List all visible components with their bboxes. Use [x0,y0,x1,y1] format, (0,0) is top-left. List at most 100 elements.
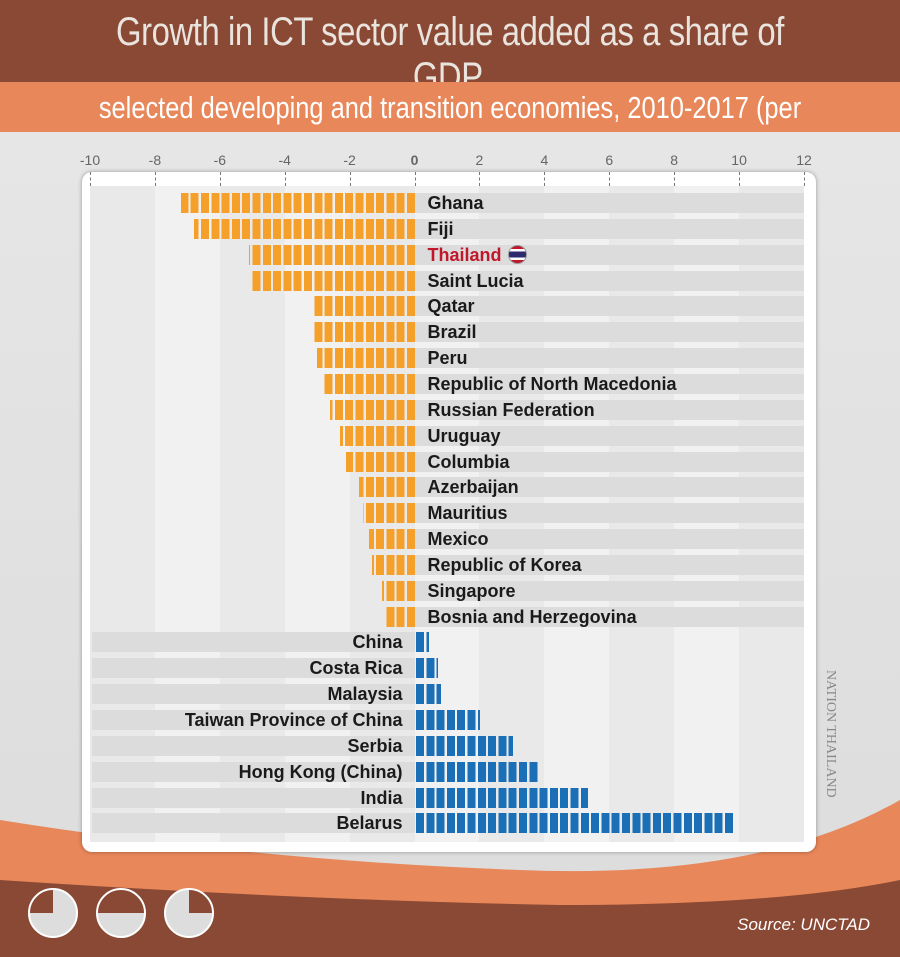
bar [180,193,415,213]
category-label: India [360,787,403,808]
row-band [414,373,804,394]
category-label: Saint Lucia [427,270,524,291]
bar [415,761,539,782]
x-tick [154,172,156,186]
category-label: Serbia [347,735,403,756]
category-label: Russian Federation [427,399,595,420]
row-band [414,193,804,213]
bar [382,580,415,601]
bar [313,296,415,317]
x-tick [544,172,546,186]
row-band [414,554,804,575]
category-label: Bosnia and Herzegovina [427,606,637,627]
bar [415,735,513,756]
x-tick [414,172,416,186]
category-label: Hong Kong (China) [238,761,403,782]
x-tick [609,172,611,186]
category-label: Brazil [427,322,477,343]
grid-band [219,186,285,842]
quarter-circle-icon [28,888,78,938]
thailand-flag-icon [507,244,527,264]
row-band [92,787,415,808]
bar [415,813,734,834]
row-band [414,606,804,627]
bar [323,373,415,394]
row-band [414,399,804,420]
x-tick-label: -2 [343,152,356,168]
row-band [414,322,804,343]
subtitle-band [0,82,900,132]
x-tick-label: 10 [731,152,747,168]
bar [415,787,588,808]
category-label: Uruguay [427,425,501,446]
bar [313,322,415,343]
category-label: Republic of Korea [427,554,582,575]
row-band [414,477,804,498]
x-tick-label: -4 [278,152,291,168]
x-tick [284,172,286,186]
category-label: Columbia [427,451,510,472]
chart-title: Growth in ICT sector value added as a sh… [116,10,784,99]
category-label: Qatar [427,296,475,317]
row-band [92,684,415,705]
x-tick [674,172,676,186]
row-band [414,503,804,524]
category-label: Malaysia [327,684,403,705]
x-tick-label: 8 [670,152,679,168]
x-tick-label: -8 [148,152,162,168]
grid-band [154,186,220,842]
bar [359,477,415,498]
bar [385,606,415,627]
bar [252,270,415,291]
x-tick [219,172,221,186]
watermark: NATION THAILAND [823,670,838,798]
category-label: Azerbaijan [427,477,519,498]
grid-band [90,186,155,842]
grid-band [284,186,350,842]
category-label: Taiwan Province of China [184,710,403,730]
category-label: Singapore [427,580,516,601]
x-tick-label: 2 [475,152,484,168]
bar [346,451,415,472]
row-band [414,296,804,317]
row-band [414,529,804,550]
bar [339,425,415,446]
category-label: Mauritius [427,503,508,524]
header-bar: Growth in ICT sector value added as a sh… [0,0,900,99]
x-tick-label: -6 [213,152,227,168]
row-band [414,218,804,239]
bar [362,503,415,524]
bar [369,529,415,550]
bar [249,244,415,265]
three-quarter-circle-icon [164,888,214,938]
x-tick-label: 0 [410,152,419,168]
row-band [414,580,804,601]
x-tick-label: 4 [540,152,549,168]
row-band [92,813,415,834]
category-label: Costa Rica [309,658,403,679]
row-band [414,425,804,446]
row-band [414,348,804,369]
x-tick [479,172,481,186]
category-label: Ghana [427,193,484,213]
x-tick [804,172,805,186]
bar [415,658,439,679]
row-band [92,735,415,756]
bar [193,218,415,239]
bar [415,684,442,705]
category-label: China [352,632,403,653]
row-band [414,451,804,472]
x-tick [90,172,91,186]
row-band [92,710,415,730]
category-label: Fiji [427,218,454,239]
row-band [92,761,415,782]
x-tick-label: -10 [79,152,101,168]
category-label: Thailand [428,244,527,265]
bar [415,632,429,653]
bar [372,554,415,575]
bar [317,348,415,369]
bar [415,710,481,730]
x-tick [739,172,741,186]
